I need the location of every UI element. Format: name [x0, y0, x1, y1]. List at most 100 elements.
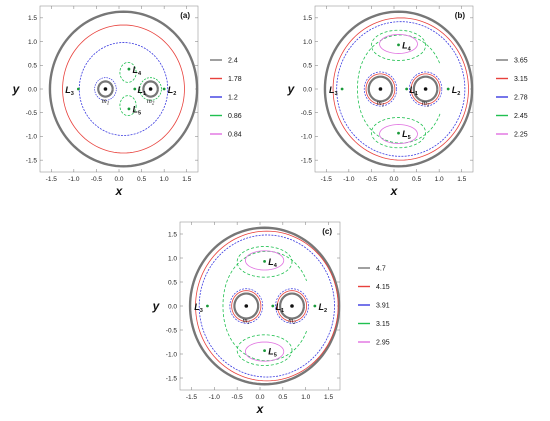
contour-pink-upper — [244, 250, 285, 271]
y-tick-label: 1.0 — [28, 39, 37, 46]
label-L3: L3 — [329, 85, 338, 97]
contour-m1 — [233, 292, 260, 320]
y-tick-label: -1.5 — [166, 375, 178, 382]
y-tick-label: 1.5 — [303, 15, 312, 22]
x-tick-label: -0.5 — [91, 176, 103, 183]
label-L5: L5 — [402, 129, 411, 141]
x-tick-label: 1.0 — [435, 176, 444, 183]
label-L2: L2 — [168, 85, 177, 97]
contour-m2 — [142, 80, 159, 98]
contour-green-upper — [371, 29, 426, 61]
point-L3 — [206, 304, 209, 308]
legend-label: 2.95 — [376, 340, 390, 347]
contour-m1 — [97, 80, 114, 98]
label-m2: m2 — [147, 97, 155, 107]
contour-blue — [336, 21, 466, 157]
x-tick-label: 0.5 — [137, 176, 146, 183]
y-tick-label: -1.0 — [166, 351, 178, 358]
x-tick-label: -1.5 — [321, 176, 333, 183]
contour-outer — [48, 10, 199, 168]
y-tick-label: 1.5 — [168, 231, 177, 238]
label-L4: L4 — [268, 257, 278, 269]
label-m2: m2 — [288, 316, 296, 326]
legend-label: 0.84 — [228, 132, 242, 139]
y-tick-label: -0.5 — [166, 327, 178, 334]
y-tick-label: -1.0 — [26, 134, 38, 141]
label-L2: L2 — [452, 85, 461, 97]
legend-label: 4.15 — [376, 284, 390, 291]
label-L5: L5 — [133, 105, 142, 117]
contour-blue-m1 — [229, 288, 264, 324]
contour-green-lower — [371, 117, 426, 149]
legend-label: 1.78 — [228, 76, 242, 83]
point-L5 — [397, 131, 400, 135]
point-L2 — [313, 304, 317, 308]
x-tick-label: 0.5 — [412, 176, 421, 183]
point-L3 — [340, 87, 344, 91]
panel-a: -1.5 1.5 -1.0 1.0 -0.5 0.5 0.0 0.0 0.5 -0.5 1.0 -1.… — [12, 5, 199, 198]
contour-red-m2 — [410, 73, 441, 105]
label-m1: m1 — [243, 316, 251, 326]
contour-green-m2 — [139, 77, 162, 101]
contour-blue-m1 — [94, 77, 117, 101]
point-L5 — [263, 349, 266, 353]
point-L1 — [133, 87, 137, 91]
legend-label: 1.2 — [228, 95, 238, 102]
contour-red-m1 — [231, 290, 262, 322]
label-L4: L4 — [133, 65, 143, 77]
y-tick-label: 0.0 — [303, 86, 312, 93]
x-tick-label: -1.0 — [68, 176, 80, 183]
y-tick-label: -0.5 — [26, 110, 38, 117]
y-tick-label: 0.5 — [28, 63, 37, 70]
contour-blue — [198, 234, 335, 378]
contour-m2 — [279, 292, 305, 320]
primary-m2 — [148, 87, 153, 91]
legend-panel-b: 3.65 3.15 2.78 2.45 2.25 — [496, 58, 528, 139]
y-tick-label: -0.5 — [301, 110, 313, 117]
label-L1: L1 — [138, 85, 147, 97]
legend-label: 2.4 — [228, 58, 238, 65]
y-tick-label: 1.0 — [303, 39, 312, 46]
point-L4 — [397, 43, 400, 47]
x-axis-label: x — [390, 184, 399, 198]
point-L4 — [263, 259, 266, 263]
point-L3 — [76, 87, 80, 91]
label-L4: L4 — [402, 41, 412, 53]
point-L2 — [162, 87, 166, 91]
contour-pink-lower — [244, 341, 285, 362]
x-axis-label: x — [256, 402, 265, 416]
legend-label: 3.91 — [376, 303, 390, 310]
panel-label: (a) — [180, 11, 190, 20]
contour-blue-m1 — [363, 71, 398, 107]
y-axis-label: y — [152, 299, 161, 313]
y-axis-label: y — [287, 82, 296, 96]
contour-m2 — [412, 75, 439, 103]
x-tick-label: 0.0 — [389, 176, 398, 183]
contour-red-m1 — [365, 73, 396, 105]
x-tick-label: 0.0 — [114, 176, 123, 183]
y-tick-label: -1.5 — [301, 157, 313, 164]
y-tick-label: 1.5 — [28, 15, 37, 22]
legend-label: 3.65 — [514, 58, 528, 65]
label-L3: L3 — [194, 302, 203, 314]
y-tick-label: 0.5 — [168, 279, 177, 286]
primary-m1 — [103, 87, 108, 91]
primary-m2 — [290, 304, 294, 308]
label-L2: L2 — [319, 302, 328, 314]
contour-pink-lower — [379, 124, 418, 144]
x-tick-label: -1.0 — [209, 394, 221, 401]
label-m2: m2 — [422, 99, 430, 109]
legend-panel-a: 2.4 1.78 1.2 0.86 0.84 — [210, 58, 242, 139]
x-axis-label: x — [115, 184, 124, 198]
contour-green-lower — [236, 334, 293, 366]
x-tick-label: 1.5 — [457, 176, 466, 183]
y-tick-label: 0.0 — [168, 303, 177, 310]
label-L5: L5 — [268, 346, 277, 358]
y-tick-label: -1.0 — [301, 134, 313, 141]
label-L1: L1 — [276, 302, 285, 314]
plot-frame — [39, 5, 199, 173]
contour-blue-m2 — [408, 71, 443, 107]
contour-red — [195, 230, 339, 382]
x-tick-label: 1.0 — [160, 176, 169, 183]
